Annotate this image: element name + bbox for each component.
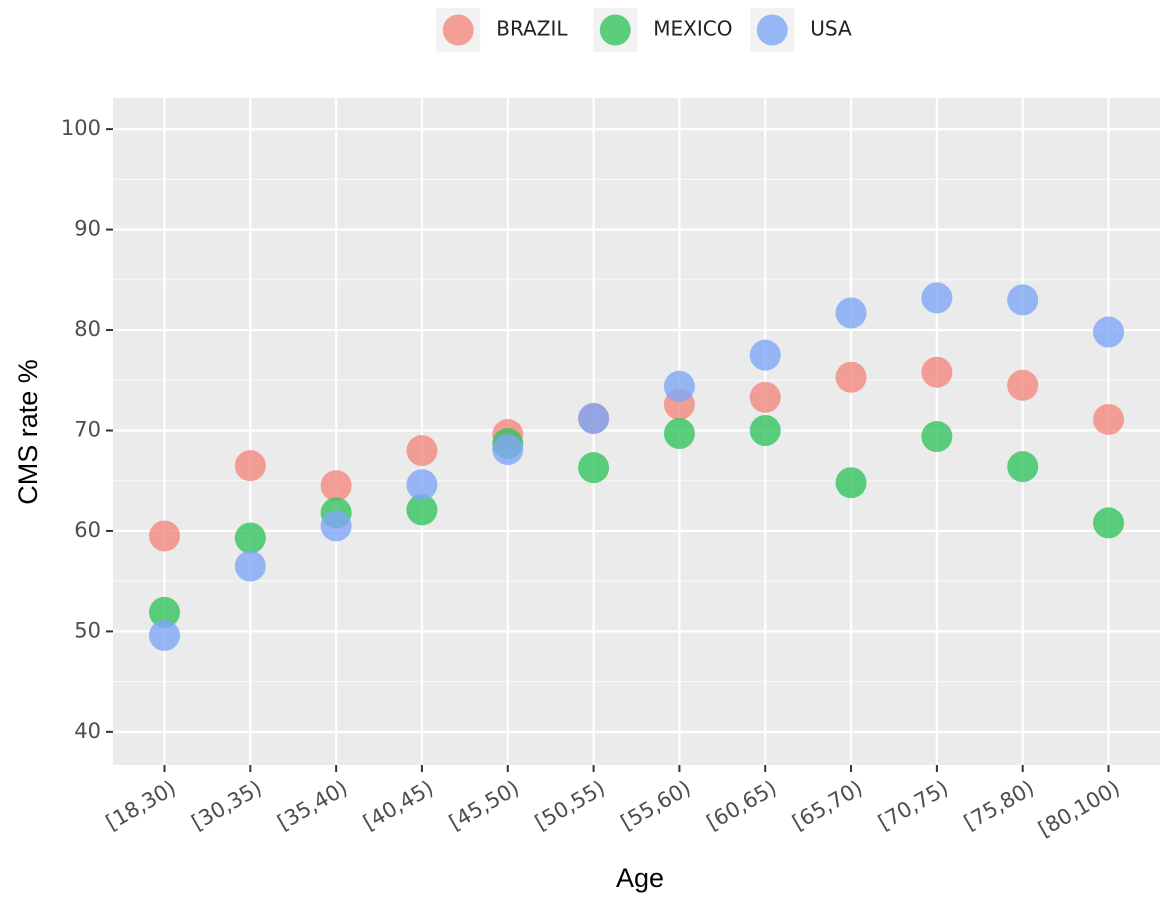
point xyxy=(835,467,867,499)
point xyxy=(921,421,953,453)
x-tick-label: [70,75) xyxy=(874,776,952,835)
point xyxy=(1007,369,1039,401)
y-tick-label: 100 xyxy=(61,116,101,140)
point xyxy=(492,434,524,466)
point xyxy=(1093,507,1125,539)
point xyxy=(835,361,867,393)
x-tick-label: [65,70) xyxy=(788,776,866,835)
x-tick-label: [55,60) xyxy=(617,776,695,835)
point xyxy=(1007,451,1039,483)
point xyxy=(749,339,781,371)
y-tick-label: 60 xyxy=(74,518,101,542)
y-tick-label: 80 xyxy=(74,317,101,341)
legend-marker xyxy=(756,14,788,46)
y-tick-label: 90 xyxy=(74,217,101,241)
point xyxy=(578,402,610,434)
legend-label: BRAZIL xyxy=(496,17,568,41)
legend-marker xyxy=(599,14,631,46)
y-tick-label: 70 xyxy=(74,417,101,441)
point xyxy=(749,414,781,446)
x-tick-label: [18,30) xyxy=(102,776,180,835)
x-tick-label: [60,65) xyxy=(702,776,780,835)
x-axis-label: Age xyxy=(616,863,664,893)
point xyxy=(406,435,438,467)
point xyxy=(1093,316,1125,348)
y-tick-label: 50 xyxy=(74,618,101,642)
point xyxy=(406,469,438,501)
y-axis-label: CMS rate % xyxy=(13,359,43,505)
legend-label: USA xyxy=(810,17,852,41)
legend-label: MEXICO xyxy=(653,17,732,41)
point xyxy=(148,596,180,628)
x-tick-label: [35,40) xyxy=(273,776,351,835)
point xyxy=(578,452,610,484)
x-tick-label: [30,35) xyxy=(188,776,266,835)
point xyxy=(749,381,781,413)
point xyxy=(320,470,352,502)
point xyxy=(406,494,438,526)
point xyxy=(835,297,867,329)
point xyxy=(148,520,180,552)
point xyxy=(320,510,352,542)
point xyxy=(148,619,180,651)
x-tick-label: [80,100) xyxy=(1034,776,1124,842)
y-tick-label: 40 xyxy=(74,719,101,743)
point xyxy=(234,450,266,482)
point xyxy=(234,522,266,554)
point xyxy=(234,550,266,582)
point xyxy=(663,370,695,402)
legend-marker xyxy=(442,14,474,46)
point xyxy=(921,356,953,388)
point xyxy=(1007,284,1039,316)
x-tick-label: [45,50) xyxy=(445,776,523,835)
x-tick-label: [50,55) xyxy=(531,776,609,835)
point xyxy=(921,282,953,314)
x-tick-label: [40,45) xyxy=(359,776,437,835)
x-tick-label: [75,80) xyxy=(960,776,1038,835)
point xyxy=(663,418,695,450)
point xyxy=(1093,403,1125,435)
